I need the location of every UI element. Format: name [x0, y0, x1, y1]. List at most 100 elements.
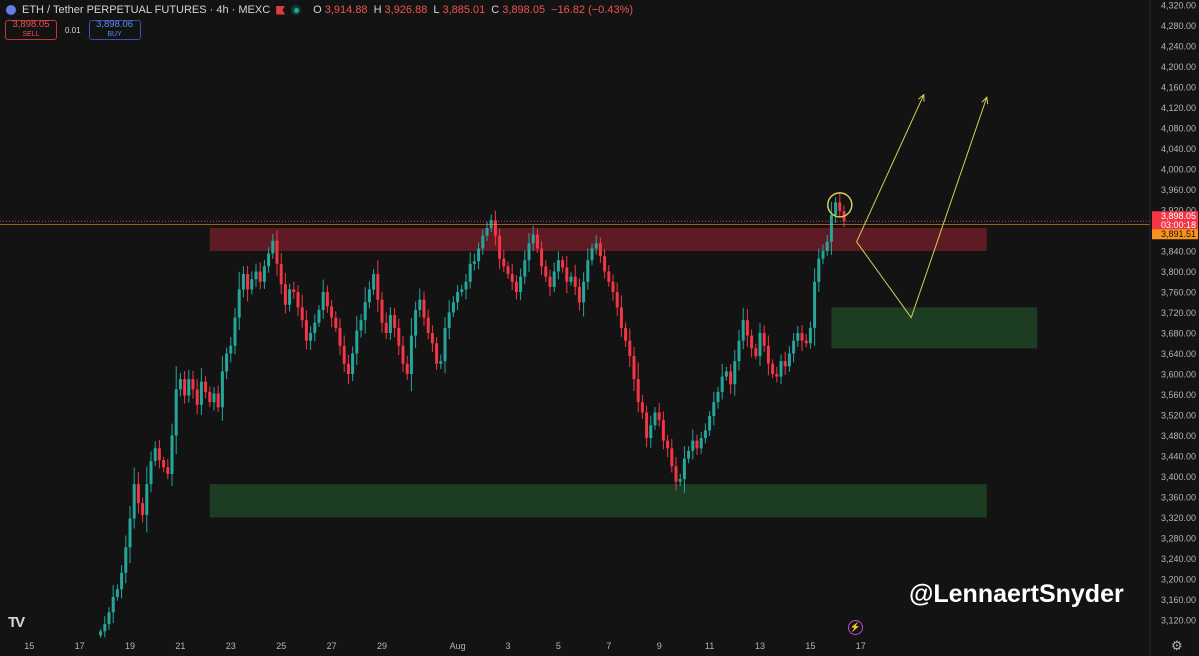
price-tick-label: 4,160.00: [1161, 83, 1196, 93]
price-tick-label: 3,320.00: [1161, 513, 1196, 523]
price-tag-label: 3,898.05: [1161, 211, 1196, 221]
candle-up: [170, 435, 174, 474]
resistance-zone: [209, 227, 987, 251]
candle-up: [468, 263, 472, 282]
candle-up: [317, 309, 321, 323]
candle-up: [829, 215, 833, 242]
price-tick-label: 3,240.00: [1161, 554, 1196, 564]
time-tick-label: 15: [805, 641, 815, 651]
candle-down: [674, 466, 678, 482]
chart-header: ETH / Tether PERPETUAL FUTURES · 4h · ME…: [6, 2, 636, 18]
candle-down: [141, 503, 145, 515]
candle-up: [153, 448, 157, 462]
support-zone: [209, 484, 987, 518]
candle-down: [435, 343, 439, 364]
time-tick-label: 13: [755, 641, 765, 651]
candle-up: [115, 589, 119, 597]
candle-up: [489, 220, 493, 228]
candle-down: [498, 235, 502, 259]
candle-down: [510, 274, 514, 282]
candle-down: [636, 379, 640, 403]
price-tick-label: 3,640.00: [1161, 349, 1196, 359]
candle-down: [502, 258, 506, 267]
candle-down: [380, 299, 384, 323]
candle-up: [472, 261, 476, 264]
candle-up: [741, 320, 745, 341]
price-tag: [1152, 211, 1198, 222]
time-tick-label: 25: [276, 641, 286, 651]
flag-icon[interactable]: [276, 5, 286, 15]
candle-up: [594, 243, 598, 249]
lightning-icon[interactable]: ⚡: [848, 620, 863, 635]
price-tick-label: 3,760.00: [1161, 288, 1196, 298]
candle-down: [162, 460, 166, 468]
candle-up: [220, 371, 224, 408]
ohlc-open-value: 3,914.88: [324, 4, 368, 16]
candle-down: [695, 440, 699, 449]
candle-down: [632, 356, 636, 380]
candle-up: [460, 289, 464, 292]
overlay-layer: [0, 93, 1150, 319]
candle-down: [603, 256, 607, 272]
candle-down: [393, 315, 397, 328]
ethereum-icon: [6, 5, 16, 15]
candle-up: [817, 258, 821, 282]
candle-down: [577, 286, 581, 303]
candle-down: [430, 333, 434, 344]
candle-down: [346, 363, 350, 374]
buy-button[interactable]: 3,898.06 BUY: [88, 20, 141, 40]
candle-down: [258, 271, 262, 282]
candle-down: [304, 320, 308, 341]
candle-up: [372, 274, 376, 290]
candle-up: [590, 248, 594, 261]
time-tick-label: 9: [657, 641, 662, 651]
candle-down: [183, 379, 187, 396]
candle-down: [300, 307, 304, 321]
candle-down: [745, 320, 749, 336]
sell-button[interactable]: 3,898.05 SELL: [5, 20, 57, 40]
candle-up: [271, 240, 275, 254]
time-tick-label: 19: [125, 641, 135, 651]
candle-down: [607, 271, 611, 282]
candle-down: [775, 374, 779, 377]
time-tick-label: 23: [226, 641, 236, 651]
symbol-title[interactable]: ETH / Tether PERPETUAL FUTURES · 4h · ME…: [22, 4, 271, 16]
countdown-tag-label: 03:00:18: [1161, 220, 1196, 230]
target-zone: [831, 307, 1038, 349]
candle-up: [262, 266, 266, 282]
price-tick-label: 3,120.00: [1161, 616, 1196, 626]
candle-down: [397, 327, 401, 346]
candle-up: [254, 271, 258, 280]
candle-up: [712, 402, 716, 417]
candle-up: [128, 518, 132, 548]
candle-down: [204, 381, 208, 392]
time-tick-label: 7: [606, 641, 611, 651]
candle-up: [409, 335, 413, 374]
gear-icon[interactable]: ⚙: [1171, 638, 1183, 653]
candle-down: [544, 266, 548, 277]
candle-up: [792, 340, 796, 354]
author-watermark: @LennaertSnyder: [909, 580, 1124, 608]
candle-up: [687, 450, 691, 459]
candle-down: [283, 284, 287, 305]
candle-up: [519, 276, 523, 292]
candle-up: [456, 292, 460, 303]
candle-up: [649, 425, 653, 439]
candle-up: [703, 430, 707, 439]
ohlc-open-key: O: [313, 4, 322, 16]
sell-label: SELL: [22, 31, 40, 38]
candle-up: [288, 289, 292, 305]
price-tick-label: 3,600.00: [1161, 370, 1196, 380]
candle-down: [401, 345, 405, 364]
candle-down: [771, 363, 775, 374]
candle-up: [678, 479, 682, 482]
tradingview-logo[interactable]: TV: [8, 614, 25, 631]
price-tick-label: 3,520.00: [1161, 411, 1196, 421]
buy-label: BUY: [107, 31, 122, 38]
projection-path: [856, 94, 925, 242]
candle-down: [670, 448, 674, 467]
candle-up: [527, 243, 531, 261]
candle-up: [720, 376, 724, 392]
candle-down: [342, 345, 346, 364]
